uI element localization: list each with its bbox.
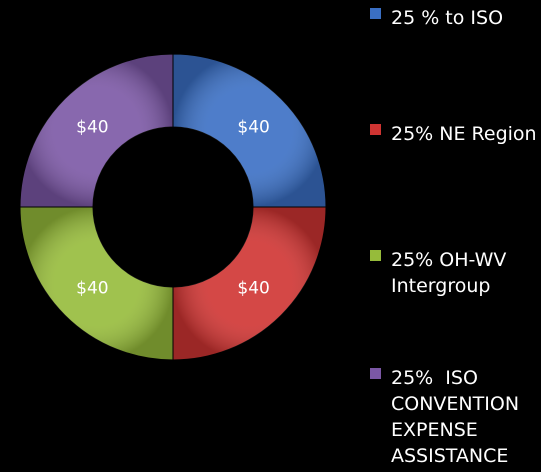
legend-entry-2: 25% NE Region — [370, 123, 537, 145]
legend-marker-1 — [370, 8, 381, 19]
legend-label-4-line-1: 25% ISO — [391, 367, 478, 389]
donut-slice-shade-1 — [173, 54, 326, 207]
slice-value-label-3: $40 — [76, 279, 108, 299]
slice-value-label-4: $40 — [76, 117, 108, 137]
legend-label-3-line-2: Intergroup — [391, 275, 490, 297]
legend: 25 % to ISO 25% NE Region 25% OH-WV Intergr… — [370, 7, 537, 467]
legend-label-4-line-4: ASSISTANCE — [391, 445, 508, 467]
legend-label-2-line-1: 25% NE Region — [391, 123, 537, 145]
legend-marker-2 — [370, 124, 381, 135]
donut-slice-shade-3 — [20, 207, 173, 360]
legend-label-3-line-1: 25% OH-WV — [391, 249, 506, 271]
legend-entry-4: 25% ISO CONVENTION EXPENSE ASSISTANCE — [370, 367, 519, 467]
legend-entry-1: 25 % to ISO — [370, 7, 503, 29]
legend-label-4-line-3: EXPENSE — [391, 419, 478, 441]
donut-data-labels: $40 $40 $40 $40 — [76, 117, 270, 298]
slice-value-label-2: $40 — [237, 279, 269, 299]
donut-slice-shade-4 — [20, 54, 173, 207]
legend-marker-3 — [370, 250, 381, 261]
legend-entry-3: 25% OH-WV Intergroup — [370, 249, 506, 297]
donut-slices — [19, 53, 327, 361]
slice-value-label-1: $40 — [237, 117, 269, 137]
legend-label-1-line-1: 25 % to ISO — [391, 7, 503, 29]
donut-slice-shade-2 — [173, 207, 326, 360]
legend-label-4-line-2: CONVENTION — [391, 393, 519, 415]
legend-marker-4 — [370, 368, 381, 379]
